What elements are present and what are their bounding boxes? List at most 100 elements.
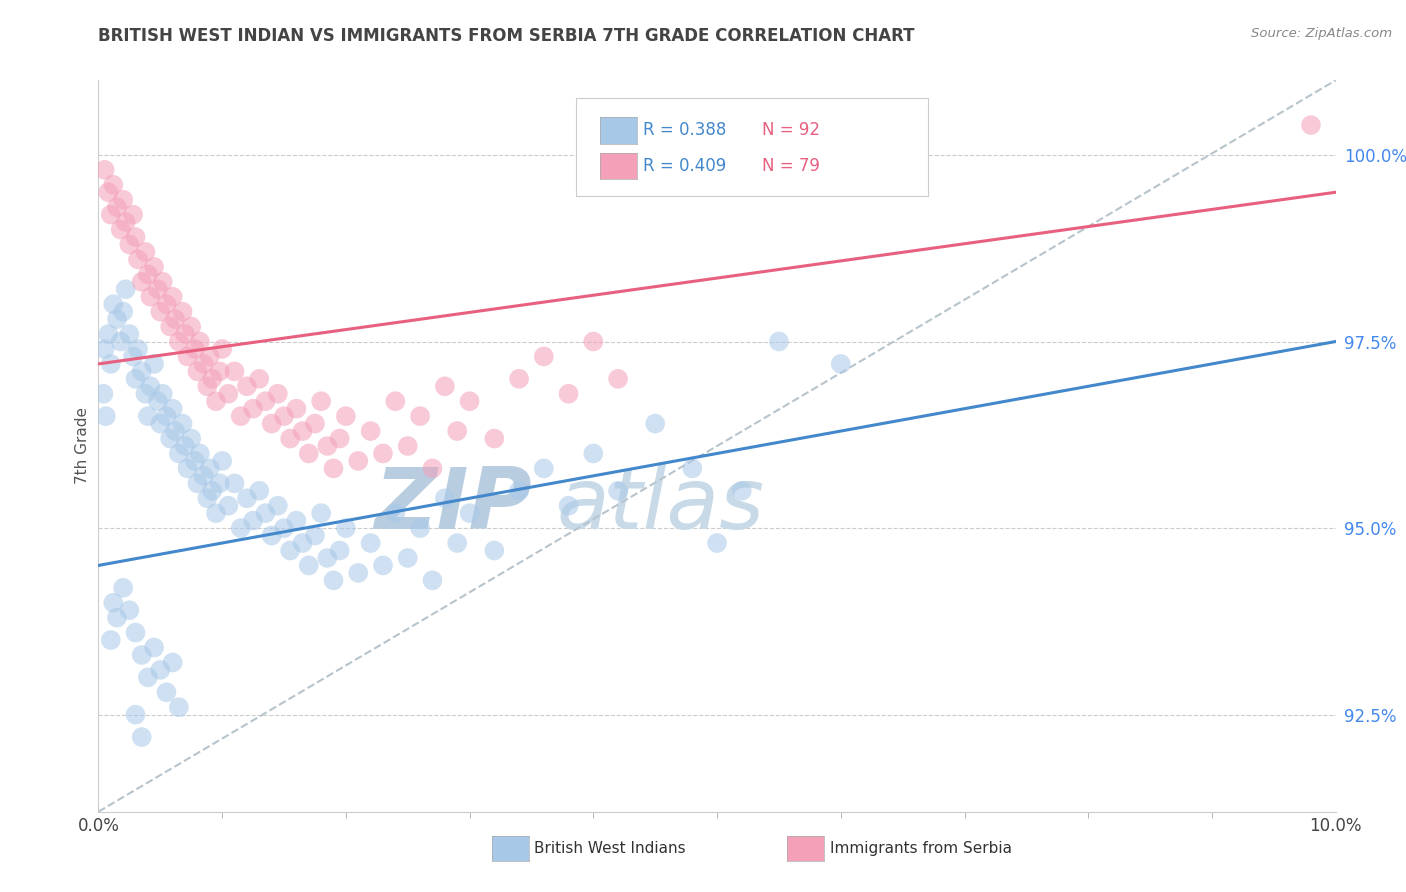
Point	[149, 304, 172, 318]
Point	[731, 483, 754, 498]
Point	[100, 357, 122, 371]
Point	[508, 372, 530, 386]
Point	[122, 208, 145, 222]
Point	[260, 528, 283, 542]
Point	[103, 596, 125, 610]
Point	[159, 432, 181, 446]
Point	[298, 446, 321, 460]
Y-axis label: 7th Grade: 7th Grade	[75, 408, 90, 484]
Point	[201, 372, 224, 386]
Point	[316, 439, 339, 453]
Point	[155, 685, 177, 699]
Point	[165, 312, 187, 326]
Point	[335, 521, 357, 535]
Point	[149, 417, 172, 431]
Point	[224, 364, 246, 378]
Point	[278, 543, 301, 558]
Point	[131, 648, 153, 662]
Point	[217, 386, 239, 401]
Point	[446, 424, 468, 438]
Point	[304, 417, 326, 431]
Point	[236, 379, 259, 393]
Point	[114, 282, 136, 296]
Point	[291, 536, 314, 550]
Point	[247, 372, 270, 386]
Point	[242, 514, 264, 528]
Point	[322, 574, 344, 588]
Point	[607, 483, 630, 498]
Point	[93, 162, 115, 177]
Point	[180, 319, 202, 334]
Point	[396, 439, 419, 453]
Point	[316, 551, 339, 566]
Point	[94, 409, 117, 424]
Point	[114, 215, 136, 229]
Point	[146, 282, 169, 296]
Point	[433, 491, 456, 506]
Text: British West Indians: British West Indians	[534, 841, 686, 855]
Point	[93, 386, 115, 401]
Point	[143, 640, 166, 655]
Point	[273, 521, 295, 535]
Point	[557, 499, 579, 513]
Point	[298, 558, 321, 573]
Point	[254, 506, 277, 520]
Point	[172, 417, 194, 431]
Point	[118, 326, 141, 341]
Point	[193, 357, 215, 371]
Point	[165, 424, 187, 438]
Point	[278, 432, 301, 446]
Point	[291, 424, 314, 438]
Point	[176, 350, 198, 364]
Point	[112, 193, 135, 207]
Point	[198, 350, 221, 364]
Point	[174, 326, 197, 341]
Point	[186, 476, 208, 491]
Point	[105, 610, 128, 624]
Point	[371, 558, 394, 573]
Text: R = 0.388: R = 0.388	[643, 121, 725, 139]
Point	[97, 326, 120, 341]
Point	[1299, 118, 1322, 132]
Point	[360, 424, 382, 438]
Text: R = 0.409: R = 0.409	[643, 157, 725, 175]
Point	[557, 386, 579, 401]
Point	[254, 394, 277, 409]
Point	[607, 372, 630, 386]
Point	[136, 409, 159, 424]
Point	[198, 461, 221, 475]
Point	[322, 461, 344, 475]
Point	[112, 581, 135, 595]
Point	[211, 342, 233, 356]
Point	[105, 200, 128, 214]
Point	[124, 707, 146, 722]
Point	[188, 446, 211, 460]
Point	[217, 499, 239, 513]
Point	[186, 364, 208, 378]
Point	[335, 409, 357, 424]
Point	[159, 319, 181, 334]
Point	[208, 364, 231, 378]
Point	[830, 357, 852, 371]
Point	[422, 574, 444, 588]
Point	[149, 663, 172, 677]
Point	[229, 521, 252, 535]
Point	[174, 439, 197, 453]
Point	[167, 334, 190, 349]
Point	[273, 409, 295, 424]
Point	[285, 514, 308, 528]
Point	[304, 528, 326, 542]
Point	[205, 506, 228, 520]
Text: Source: ZipAtlas.com: Source: ZipAtlas.com	[1251, 27, 1392, 40]
Point	[533, 350, 555, 364]
Point	[267, 499, 290, 513]
Point	[446, 536, 468, 550]
Point	[139, 379, 162, 393]
Point	[110, 334, 132, 349]
Point	[112, 304, 135, 318]
Point	[533, 461, 555, 475]
Point	[124, 625, 146, 640]
Point	[162, 290, 184, 304]
Point	[127, 342, 149, 356]
Point	[146, 394, 169, 409]
